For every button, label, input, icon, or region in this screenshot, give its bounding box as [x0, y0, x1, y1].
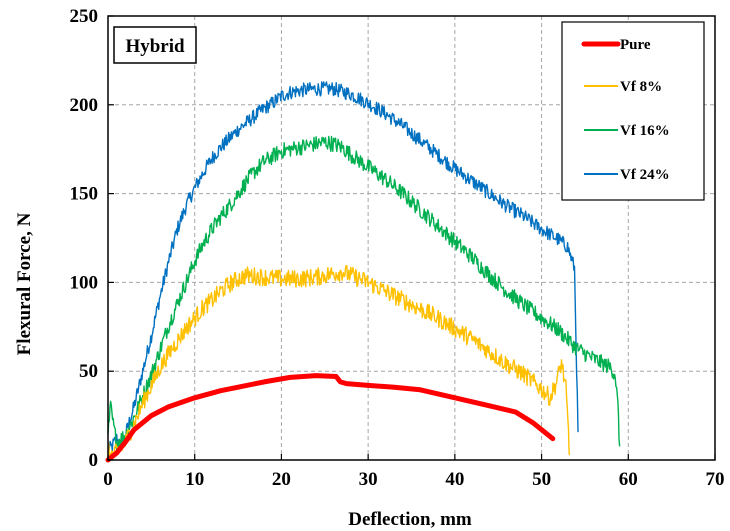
y-tick-label: 250: [70, 6, 99, 27]
x-tick-label: 50: [532, 469, 551, 490]
legend-label-vf24: Vf 24%: [620, 167, 670, 183]
tick-layer: 0 10 20 30 40 50 60 70 0 50 100 150 200 250: [70, 6, 725, 490]
y-tick-label: 50: [79, 361, 98, 382]
series-line-vf24: [107, 81, 579, 454]
x-tick-label: 0: [103, 469, 113, 490]
series-line-vf16: [107, 135, 621, 451]
y-tick-label: 200: [70, 95, 99, 116]
plot-frame: [107, 15, 716, 461]
y-tick-label: 150: [70, 184, 99, 205]
series-line-vf8: [107, 265, 570, 461]
x-tick-label: 60: [619, 469, 638, 490]
y-tick-label: 0: [89, 450, 99, 471]
x-tick-label: 70: [706, 469, 725, 490]
series-line-pure: [105, 373, 556, 463]
legend: Pure Vf 8% Vf 16% Vf 24%: [561, 21, 705, 201]
x-tick-label: 30: [359, 469, 378, 490]
annotation-box: Hybrid: [113, 26, 197, 64]
legend-box: [561, 21, 705, 201]
y-tick-label: 100: [70, 272, 99, 293]
x-tick-label: 40: [445, 469, 464, 490]
annotation-label: Hybrid: [125, 36, 185, 57]
x-tick-label: 10: [185, 469, 204, 490]
legend-label-vf16: Vf 16%: [620, 123, 670, 139]
series-layer: [105, 81, 621, 463]
x-axis-title: Deflection, mm: [348, 509, 472, 530]
x-tick-label: 20: [272, 469, 291, 490]
y-axis-title: Flexural Force, N: [14, 212, 35, 355]
legend-label-pure: Pure: [620, 37, 651, 53]
legend-label-vf8: Vf 8%: [620, 79, 662, 95]
